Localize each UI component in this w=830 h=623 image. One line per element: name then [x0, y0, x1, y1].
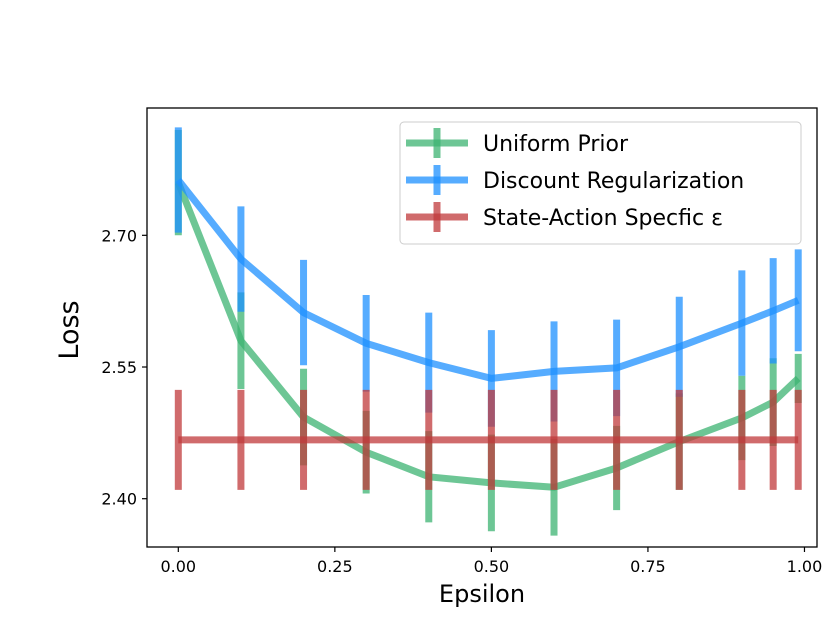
series-line — [175, 181, 801, 491]
legend-box — [399, 121, 802, 245]
x-tick-label: 0.50 — [474, 557, 510, 576]
x-tick-label: 0.00 — [160, 557, 196, 576]
x-tick-label: 1.00 — [787, 557, 823, 576]
legend-item: Discount Regularization — [406, 165, 744, 195]
series-2 — [174, 127, 802, 427]
legend-label: Uniform Prior — [483, 132, 629, 157]
legend-item: State-Action Specfic ε — [406, 202, 723, 232]
y-axis-label: Loss — [54, 300, 85, 359]
legend: Uniform Prior Discount Regularization Stat… — [399, 121, 802, 245]
legend-item: Uniform Prior — [406, 128, 629, 158]
x-tick-label: 0.75 — [630, 557, 666, 576]
x-axis-label: Epsilon — [439, 580, 525, 608]
legend-label: State-Action Specfic ε — [483, 206, 723, 231]
x-axis: 0.00 0.25 0.50 0.75 1.00 — [160, 547, 822, 576]
y-tick-label: 2.55 — [101, 358, 137, 377]
y-tick-label: 2.70 — [101, 226, 137, 245]
series-line — [175, 177, 800, 382]
series-3 — [174, 389, 802, 490]
legend-label: Discount Regularization — [483, 169, 744, 194]
x-tick-label: 0.25 — [317, 557, 353, 576]
plot-marks — [174, 127, 802, 536]
y-axis: 2.40 2.55 2.70 — [101, 226, 147, 509]
plot-frame — [146, 107, 818, 548]
y-tick-label: 2.40 — [101, 490, 137, 509]
